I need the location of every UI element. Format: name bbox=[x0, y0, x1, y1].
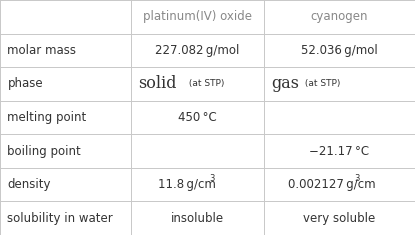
Text: very soluble: very soluble bbox=[303, 212, 376, 225]
Text: gas: gas bbox=[271, 75, 299, 92]
Text: platinum(IV) oxide: platinum(IV) oxide bbox=[143, 10, 251, 23]
Text: 227.082 g/mol: 227.082 g/mol bbox=[155, 44, 239, 57]
Text: density: density bbox=[7, 178, 51, 191]
Text: solubility in water: solubility in water bbox=[7, 212, 113, 225]
Text: insoluble: insoluble bbox=[171, 212, 224, 225]
Text: molar mass: molar mass bbox=[7, 44, 76, 57]
Text: melting point: melting point bbox=[7, 111, 87, 124]
Text: (at STP): (at STP) bbox=[302, 79, 340, 88]
Text: −21.17 °C: −21.17 °C bbox=[309, 145, 369, 158]
Text: 52.036 g/mol: 52.036 g/mol bbox=[301, 44, 378, 57]
Text: boiling point: boiling point bbox=[7, 145, 81, 158]
Text: solid: solid bbox=[138, 75, 177, 92]
Text: (at STP): (at STP) bbox=[186, 79, 224, 88]
Text: 0.002127 g/cm: 0.002127 g/cm bbox=[288, 178, 376, 191]
Text: 11.8 g/cm: 11.8 g/cm bbox=[158, 178, 216, 191]
Text: 3: 3 bbox=[354, 174, 360, 183]
Text: cyanogen: cyanogen bbox=[310, 10, 368, 23]
Text: 450 °C: 450 °C bbox=[178, 111, 217, 124]
Text: phase: phase bbox=[7, 77, 43, 90]
Text: 3: 3 bbox=[210, 174, 215, 183]
